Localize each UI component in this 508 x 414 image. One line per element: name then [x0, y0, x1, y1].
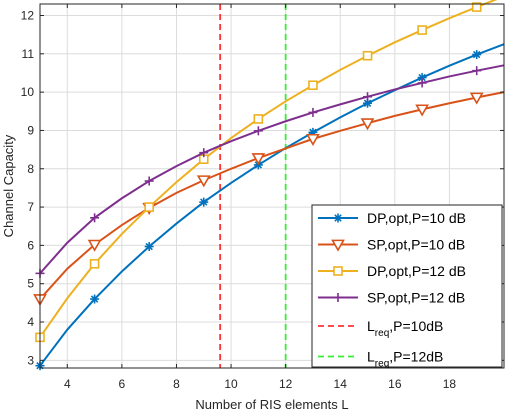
plot-frame: [39, 3, 505, 369]
y-axis-ticks: 3 4 5 6 7 8 9 10 11 12: [21, 8, 504, 367]
data-point: [469, 92, 484, 105]
data-point: [89, 258, 100, 269]
x-tick-label: 6: [119, 377, 126, 391]
y-tick-label: 5: [27, 277, 34, 291]
x-tick-label: 8: [173, 377, 180, 391]
legend-marker: [331, 239, 345, 252]
y-tick-label: 7: [27, 200, 34, 214]
data-point: [360, 118, 375, 131]
reference-lines: [219, 4, 287, 368]
series-group: [33, 0, 505, 371]
series-4: [35, 64, 505, 278]
data-point: [308, 80, 318, 91]
data-point: [472, 50, 481, 59]
legend-label: Lreq,P=12dB: [367, 349, 443, 370]
y-tick-label: 8: [27, 162, 34, 176]
y-axis-label: Channel Capacity: [1, 134, 16, 237]
data-point: [415, 104, 429, 117]
data-point: [363, 99, 372, 107]
data-point: [87, 239, 102, 252]
series-line: [39, 43, 505, 367]
data-point: [90, 295, 99, 303]
y-tick-label: 4: [27, 315, 34, 329]
legend-entry: SP,opt,P=12 dB: [318, 290, 465, 306]
series-3: [35, 0, 498, 343]
legend-label: DP,opt,P=12 dB: [367, 263, 466, 279]
legend-entry: Lreq,P=12dB: [318, 349, 443, 370]
y-tick-label: 3: [27, 353, 34, 367]
data-point: [251, 153, 266, 166]
data-point: [253, 114, 264, 124]
legend: DP,opt,P=10 dB SP,opt,P=10 dB DP,opt,P=12 …: [311, 204, 503, 370]
data-point: [196, 175, 211, 188]
legend-label: SP,opt,P=10 dB: [367, 237, 465, 253]
data-point: [471, 2, 482, 12]
data-point: [306, 133, 320, 146]
y-tick-label: 11: [22, 47, 35, 61]
data-point: [200, 198, 208, 206]
x-tick-label: 18: [443, 377, 457, 391]
data-point: [144, 202, 154, 212]
x-tick-label: 10: [224, 377, 238, 391]
legend-entry: Lreq,P=10dB: [318, 318, 443, 339]
legend-label: SP,opt,P=12 dB: [367, 290, 465, 306]
legend-box: [311, 204, 503, 368]
y-tick-label: 6: [27, 238, 34, 252]
x-tick-label: 16: [388, 377, 402, 391]
legend-marker: [333, 266, 343, 276]
data-point: [418, 73, 426, 82]
series-line: [39, 64, 505, 275]
x-tick-label: 12: [279, 377, 293, 391]
y-tick-label: 12: [21, 8, 35, 22]
legend-entry: DP,opt,P=12 dB: [318, 263, 466, 279]
x-tick-label: 14: [334, 377, 348, 391]
data-point: [145, 242, 153, 251]
legend-label: Lreq,P=10dB: [367, 318, 443, 339]
data-point: [362, 50, 373, 61]
legend-label: DP,opt,P=10 dB: [367, 210, 466, 226]
y-tick-label: 9: [27, 123, 34, 137]
legend-entry: SP,opt,P=10 dB: [318, 237, 465, 253]
x-tick-label: 4: [64, 377, 71, 391]
legend-marker: [334, 214, 342, 222]
x-axis-label: Number of RIS elements L: [195, 397, 348, 412]
data-point: [417, 25, 427, 35]
legend-entry: DP,opt,P=10 dB: [318, 210, 466, 226]
y-tick-label: 10: [21, 85, 35, 99]
